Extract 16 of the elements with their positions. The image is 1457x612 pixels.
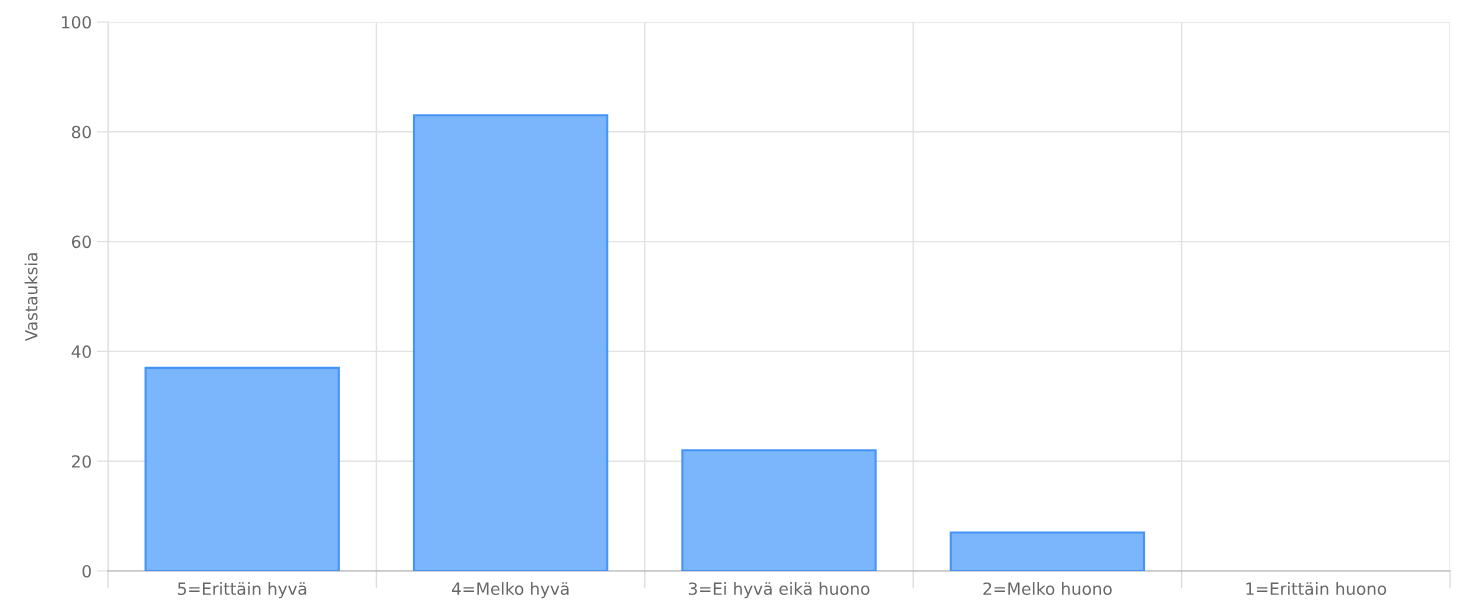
x-tick-label: 2=Melko huono [983, 582, 1112, 596]
x-tick-label: 3=Ei hyvä eikä huono [688, 582, 870, 599]
y-tick-label: 20 [72, 455, 91, 468]
bar [144, 366, 340, 571]
x-tick-label: 5=Erittäin hyvä [178, 582, 307, 599]
y-tick-label: 40 [71, 345, 91, 358]
bar [681, 449, 877, 571]
x-tick-label: 4=Melko hyvä [451, 582, 569, 599]
y-tick-label: 0 [82, 564, 91, 578]
bar [412, 114, 609, 571]
y-tick-label: 80 [71, 125, 91, 139]
y-tick-label: 60 [71, 235, 91, 249]
x-tick-label: 1=Erittäin huono [1246, 582, 1387, 596]
y-tick-label: 100 [62, 15, 91, 29]
bar [949, 531, 1146, 571]
y-axis-title: Vastauksia [24, 253, 38, 342]
